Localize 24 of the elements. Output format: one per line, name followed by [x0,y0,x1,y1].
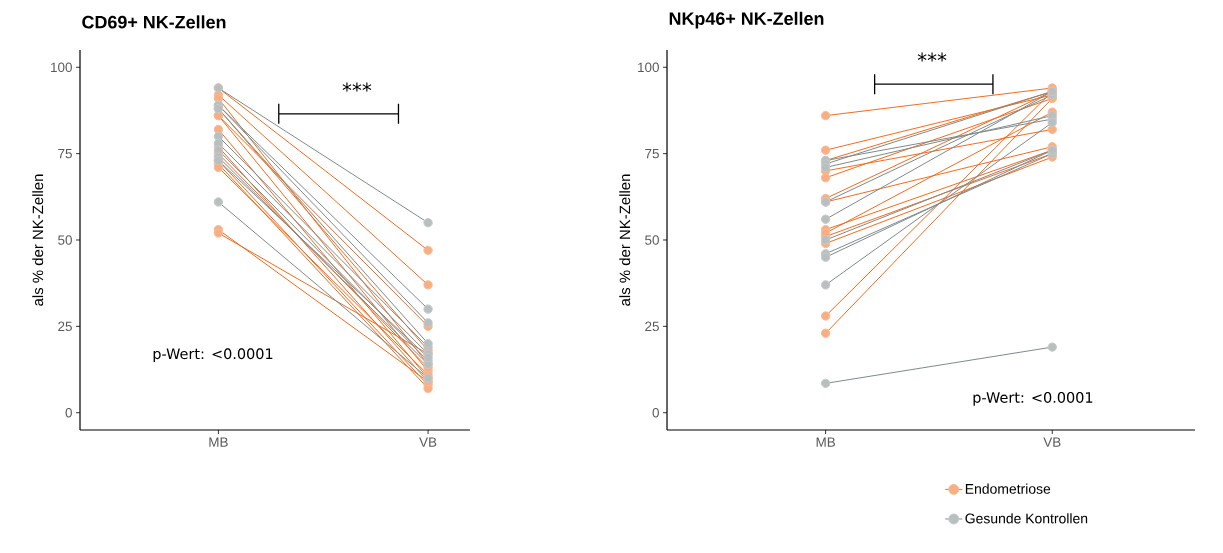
x-tick-label: VB [1043,437,1061,447]
y-tick-label: 25 [58,321,72,332]
y-axis-title: als % der NK-Zellen [619,174,631,306]
y-axis-title: als % der NK-Zellen [32,174,44,306]
y-tick-label: 100 [51,62,72,73]
y-tick-label: 25 [645,321,659,332]
x-tick-label: VB [419,437,437,447]
annotation: *** [917,52,947,62]
y-tick-label: 0 [652,407,659,418]
chart-title: CD69+ NK-Zellen [82,15,226,29]
annotation: *** [342,82,372,92]
y-tick-label: 50 [645,235,659,245]
x-tick-label: MB [816,437,836,447]
chart-title: NKp46+ NK-Zellen [669,11,824,29]
y-tick-label: 75 [645,148,659,159]
annotation: p-Wert: <0.0001 [973,391,1093,406]
legend-label: Gesunde Kontrollen [965,513,1088,524]
annotation: p-Wert: <0.0001 [153,348,273,362]
y-tick-label: 75 [58,148,72,159]
y-tick-label: 100 [638,62,659,73]
y-tick-label: 50 [58,235,72,245]
x-tick-label: MB [209,437,228,447]
y-tick-label: 0 [65,407,72,418]
legend-label: Endometriose [965,483,1051,494]
